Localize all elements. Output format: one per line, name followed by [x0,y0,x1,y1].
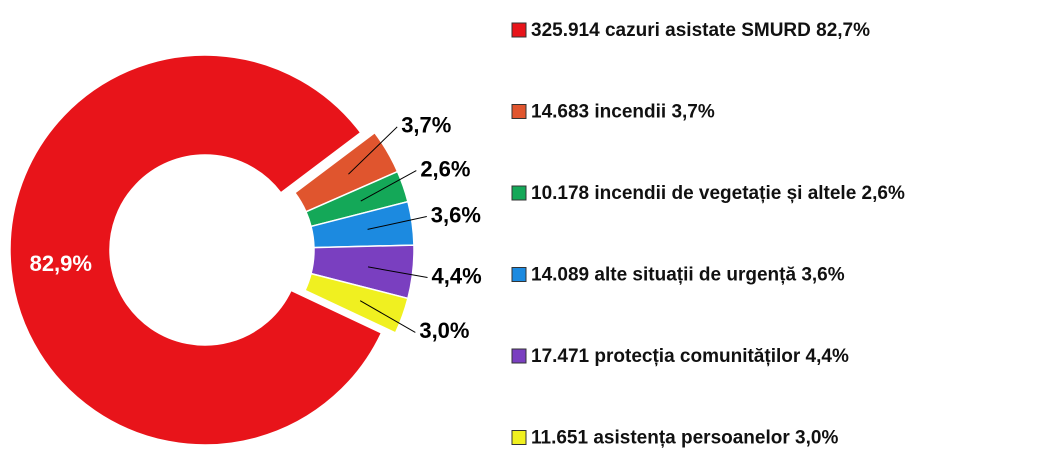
leader-line [360,170,417,202]
legend-label: 14.683 incendii 3,7% [531,102,715,123]
data-label: 3,7% [401,113,451,138]
legend-label: 14.089 alte situații de urgență 3,6% [531,265,845,286]
legend-swatch [511,267,527,282]
legend-label: 11.651 asistența persoanelor 3,0% [531,428,838,449]
legend-label: 325.914 cazuri asistate SMURD 82,7% [531,20,870,41]
legend-label: 10.178 incendii de vegetație și altele 2… [531,183,905,204]
leader-line [367,266,428,278]
slice [9,54,383,446]
data-label: 3,6% [431,202,481,227]
legend-swatch [511,185,527,201]
legend-swatch [511,104,527,119]
data-label: 3,0% [419,318,469,343]
legend-swatch [511,348,527,364]
legend-swatch [511,22,527,38]
leader-line [348,126,398,175]
data-label: 2,6% [420,156,470,181]
slice [303,272,409,334]
legend-label: 17.471 protecția comunităților 4,4% [531,346,849,367]
leader-line [359,300,416,333]
data-label: 82,9% [30,251,92,276]
legend-swatch [511,430,527,445]
leader-line [367,216,427,230]
data-label: 4,4% [432,263,482,288]
